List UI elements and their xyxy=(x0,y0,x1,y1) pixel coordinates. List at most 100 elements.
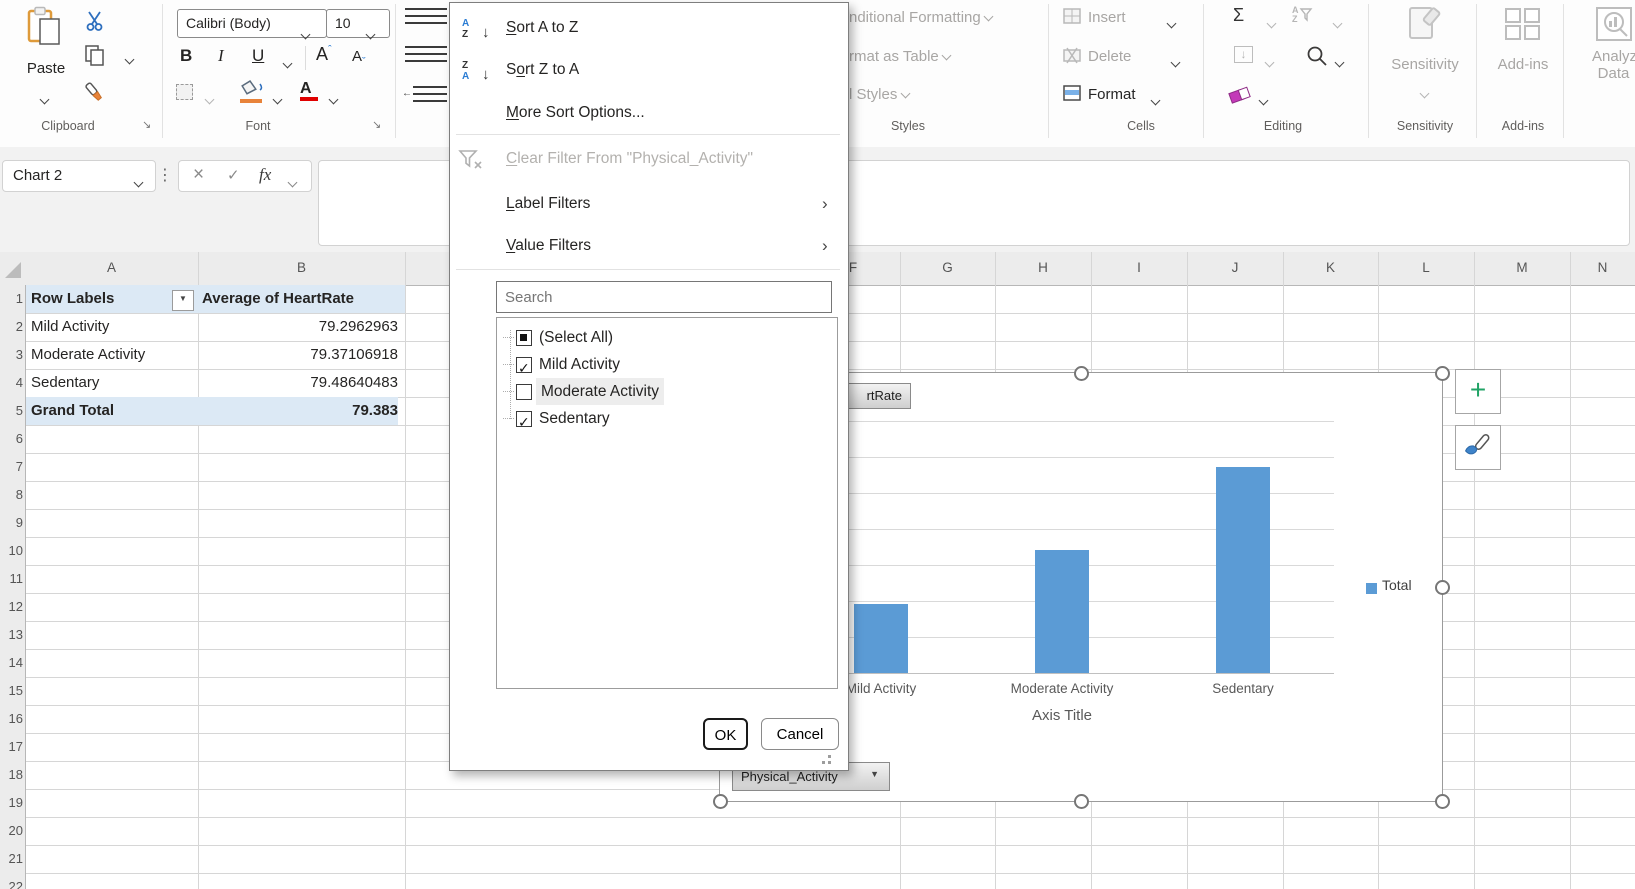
delete-dropdown-icon[interactable] xyxy=(1170,57,1181,68)
pivot-grand-total-label[interactable]: Grand Total xyxy=(25,397,204,425)
ok-button[interactable]: OK xyxy=(703,718,748,750)
pivot-value-cell[interactable]: 79.48640483 xyxy=(310,374,398,391)
menu-item-label-filters[interactable]: Label Filters › xyxy=(450,189,846,219)
chart-elements-button[interactable]: + xyxy=(1455,369,1501,414)
chart-bar-2[interactable] xyxy=(1216,467,1270,673)
chart-bar-1[interactable] xyxy=(1035,550,1089,673)
font-size-combo[interactable]: 10 xyxy=(326,9,390,40)
paste-button[interactable]: Paste xyxy=(26,60,66,77)
pivot-value-cell[interactable]: 79.37106918 xyxy=(310,346,398,363)
name-box-dropdown-icon[interactable] xyxy=(133,177,144,188)
chart-legend-label[interactable]: Total xyxy=(1382,577,1412,593)
format-as-table-button[interactable]: rmat as Table xyxy=(849,48,952,65)
column-header-I[interactable]: I xyxy=(1137,260,1141,275)
row-header-1[interactable]: 1 xyxy=(15,291,23,306)
column-header-J[interactable]: J xyxy=(1231,260,1239,275)
decrease-font-button[interactable]: Aˇ xyxy=(352,48,366,68)
column-header-H[interactable]: H xyxy=(1038,260,1048,275)
row-header-5[interactable]: 5 xyxy=(15,403,23,418)
formula-cancel-icon[interactable]: × xyxy=(193,164,205,185)
row-header-14[interactable]: 14 xyxy=(8,655,23,670)
fill-color-button[interactable] xyxy=(240,80,264,103)
pivot-row-label[interactable]: Sedentary xyxy=(31,374,100,391)
row-header-8[interactable]: 8 xyxy=(15,487,23,502)
clear-icon[interactable] xyxy=(1226,84,1254,111)
insert-dropdown-icon[interactable] xyxy=(1166,18,1177,29)
row-header-9[interactable]: 9 xyxy=(15,515,23,530)
row-header-3[interactable]: 3 xyxy=(15,347,23,362)
row-header-18[interactable]: 18 xyxy=(8,767,23,782)
pivot-grand-total-value[interactable]: 79.383 xyxy=(198,397,398,425)
borders-dropdown-icon[interactable] xyxy=(204,94,215,105)
format-cells-button[interactable]: Format xyxy=(1088,86,1136,103)
find-select-dropdown-icon[interactable] xyxy=(1334,57,1345,68)
row-header-11[interactable]: 11 xyxy=(9,571,24,586)
column-header-G[interactable]: G xyxy=(942,260,953,275)
filter-option-sedentary[interactable]: ✓ Sedentary xyxy=(516,410,610,430)
row-header-7[interactable]: 7 xyxy=(15,459,23,474)
insert-cells-button[interactable]: Insert xyxy=(1088,9,1126,26)
chart-selection-handle[interactable] xyxy=(1074,794,1089,809)
underline-button[interactable]: U xyxy=(252,46,265,65)
column-header-F[interactable]: F xyxy=(848,260,858,275)
chart-selection-handle[interactable] xyxy=(1435,366,1450,381)
filter-search-input[interactable] xyxy=(496,281,832,313)
indent-lines-icon[interactable] xyxy=(413,86,447,102)
chart-styles-button[interactable] xyxy=(1455,425,1501,470)
pivot-header-cell[interactable]: Average of HeartRate xyxy=(198,285,405,313)
pivot-filter-button[interactable]: ▼ xyxy=(172,290,194,311)
find-select-icon[interactable] xyxy=(1306,45,1328,72)
filter-option-mild-activity[interactable]: ✓ Mild Activity xyxy=(516,356,620,376)
name-box[interactable]: Chart 2 xyxy=(2,160,156,192)
format-painter-icon[interactable] xyxy=(82,80,106,109)
column-header-K[interactable]: K xyxy=(1325,260,1335,275)
paste-dropdown-icon[interactable] xyxy=(39,94,50,105)
row-header-2[interactable]: 2 xyxy=(15,319,23,334)
autosum-dropdown-icon[interactable] xyxy=(1266,18,1277,29)
clear-dropdown-icon[interactable] xyxy=(1258,95,1269,106)
column-header-N[interactable]: N xyxy=(1597,260,1608,275)
sort-filter-dropdown-icon[interactable] xyxy=(1332,18,1343,29)
format-dropdown-icon[interactable] xyxy=(1150,95,1161,106)
menu-item-more-sort-options[interactable]: More Sort Options... xyxy=(506,104,645,121)
column-header-M[interactable]: M xyxy=(1516,260,1528,275)
chart-bar-0[interactable] xyxy=(854,604,908,673)
chart-selection-handle[interactable] xyxy=(713,794,728,809)
row-header-4[interactable]: 4 xyxy=(15,375,23,390)
underline-dropdown-icon[interactable] xyxy=(282,58,293,69)
menu-item-sort-a-to-z[interactable]: A Z ↓ Sort A to Z xyxy=(462,18,579,42)
formula-bar-drag-dots-icon[interactable]: ⋮ xyxy=(157,167,173,184)
font-color-button[interactable]: A xyxy=(300,80,318,101)
cell-styles-button[interactable]: l Styles xyxy=(849,86,910,103)
sensitivity-button[interactable]: Sensitivity xyxy=(1391,56,1459,73)
pivot-row-label[interactable]: Mild Activity xyxy=(31,318,110,335)
row-header-15[interactable]: 15 xyxy=(8,683,23,698)
font-name-combo[interactable]: Calibri (Body) xyxy=(177,9,327,40)
row-header-12[interactable]: 12 xyxy=(8,599,23,614)
copy-dropdown-icon[interactable] xyxy=(124,54,135,65)
clipboard-dialog-launcher-icon[interactable]: ↘ xyxy=(142,119,152,131)
row-header-10[interactable]: 10 xyxy=(8,543,23,558)
row-header-21[interactable]: 21 xyxy=(8,851,23,866)
fill-dropdown-icon[interactable] xyxy=(1264,57,1275,68)
formula-enter-icon[interactable]: ✓ xyxy=(227,167,240,184)
pivot-row-label[interactable]: Moderate Activity xyxy=(31,346,146,363)
chart-selection-handle[interactable] xyxy=(1435,794,1450,809)
filter-option-moderate-activity[interactable]: Moderate Activity xyxy=(497,378,835,405)
analyze-data-button[interactable]: AnalyzeData xyxy=(1592,48,1635,82)
row-header-20[interactable]: 20 xyxy=(8,823,23,838)
font-dialog-launcher-icon[interactable]: ↘ xyxy=(372,119,382,131)
fx-dropdown-icon[interactable] xyxy=(287,177,298,188)
row-header-19[interactable]: 19 xyxy=(8,795,23,810)
copy-icon[interactable] xyxy=(84,44,106,71)
select-all-corner[interactable] xyxy=(5,262,21,278)
chart-axis-title[interactable]: Axis Title xyxy=(1031,707,1092,724)
filter-option-select-all[interactable]: (Select All) xyxy=(497,324,835,351)
align-lines-icon[interactable] xyxy=(405,46,447,67)
align-lines-icon[interactable] xyxy=(405,8,447,29)
font-color-dropdown-icon[interactable] xyxy=(328,94,339,105)
row-header-16[interactable]: 16 xyxy=(8,711,23,726)
column-header-L[interactable]: L xyxy=(1422,260,1430,275)
pivot-value-cell[interactable]: 79.2962963 xyxy=(318,318,398,335)
